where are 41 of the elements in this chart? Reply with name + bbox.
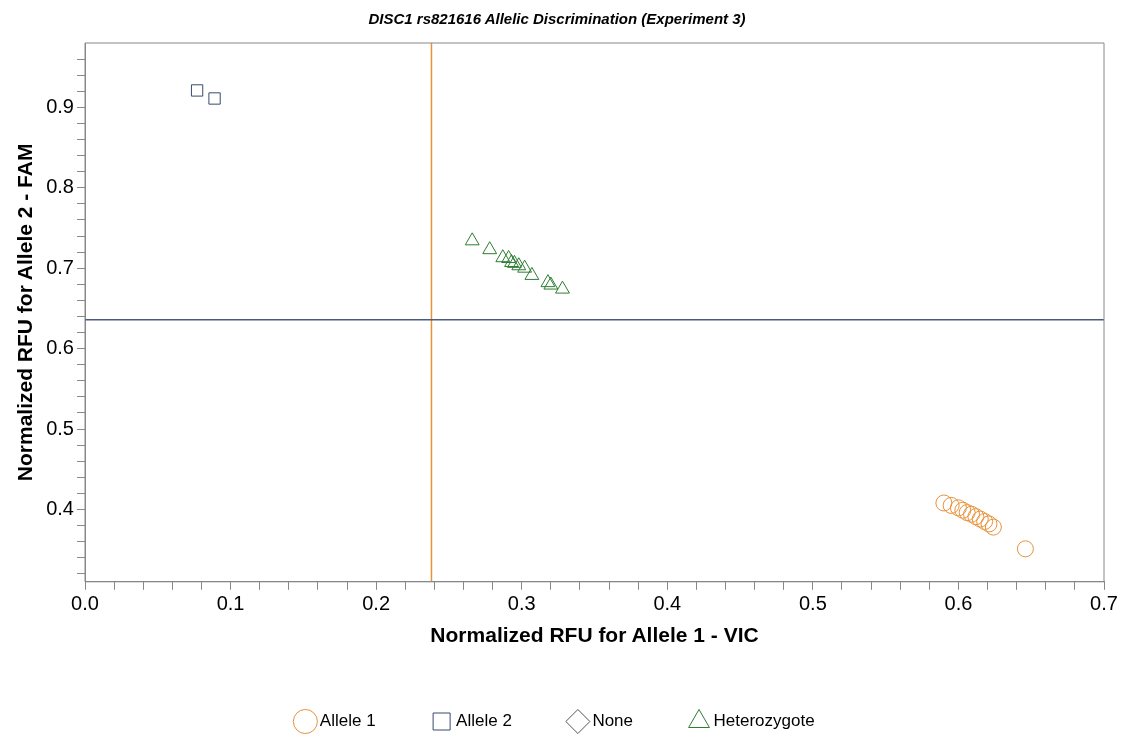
x-tick-label: 0.3 [507,592,536,615]
point [967,508,985,526]
x-tick-label: 0.7 [1090,592,1118,615]
point [971,510,989,528]
point [524,266,540,280]
point [511,257,527,271]
point [1016,540,1034,558]
point [464,232,480,246]
x-tick-label: 0.5 [798,592,827,615]
x-tick-label: 0.2 [362,592,391,615]
point [501,250,517,264]
point [942,496,960,514]
point [954,501,972,519]
point [984,518,1002,536]
point [976,512,994,530]
x-tick-label: 0.1 [216,592,245,615]
x-tick-label: 0.4 [653,592,682,615]
legend-label: Allele 1 [319,711,376,731]
point [482,241,498,255]
y-axis-title: Normalized RFU for Allele 2 - FAM [13,143,37,482]
point [949,499,967,517]
x-tick-label: 0.0 [71,592,99,615]
y-tick-label: 0.7 [46,255,74,278]
point [555,280,570,294]
point [980,515,998,533]
y-tick-label: 0.9 [46,94,74,117]
legend-label: Allele 2 [456,711,512,731]
point [495,249,511,263]
point [958,504,976,522]
legend-label: Heterozygote [713,711,815,731]
y-tick-label: 0.5 [46,416,74,439]
point [517,259,533,273]
y-tick-label: 0.8 [46,175,74,198]
y-tick-label: 0.6 [46,336,74,359]
x-axis-title: Normalized RFU for Allele 1 - VIC [430,623,759,647]
x-tick-label: 0.6 [944,592,973,615]
point [963,505,981,523]
point [935,494,953,512]
y-tick-label: 0.4 [46,496,74,519]
chart-title: DISC1 rs821616 Allelic Discrimination (Experiment 3) [368,10,746,28]
legend-label: None [592,711,634,731]
